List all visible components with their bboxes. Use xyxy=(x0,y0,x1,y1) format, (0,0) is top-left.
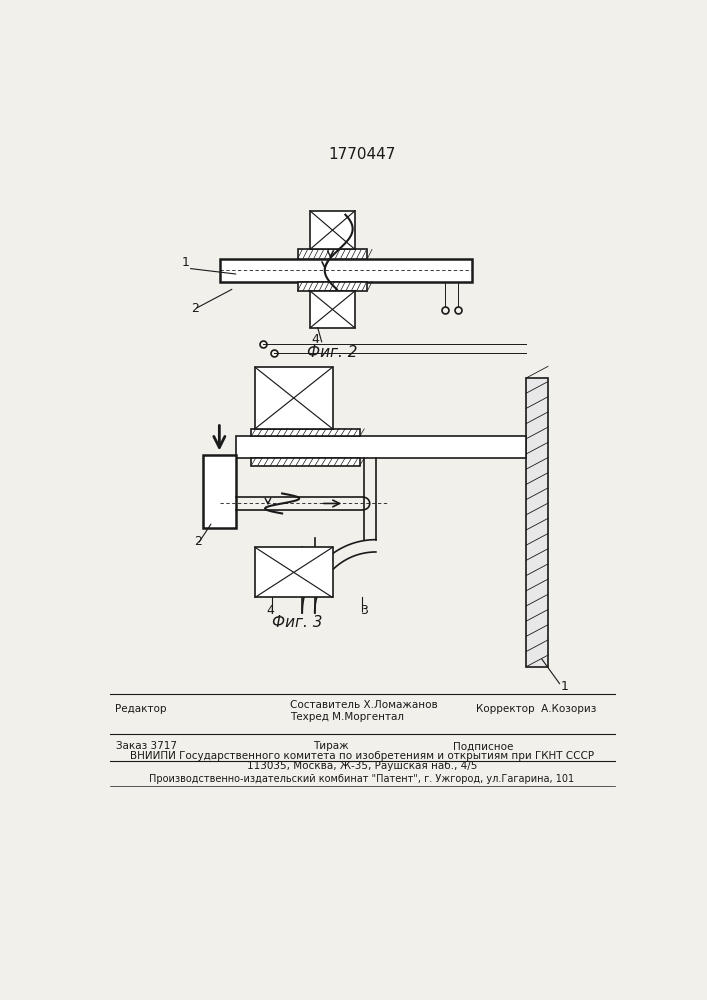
Text: ВНИИПИ Государственного комитета по изобретениям и открытиям при ГКНТ СССР: ВНИИПИ Государственного комитета по изоб… xyxy=(130,751,594,761)
Text: 3: 3 xyxy=(360,604,368,617)
Bar xyxy=(526,378,548,667)
Text: 2: 2 xyxy=(191,302,199,316)
Text: Фиг. 2: Фиг. 2 xyxy=(308,345,358,360)
Bar xyxy=(298,282,368,291)
Bar xyxy=(310,211,355,249)
Text: 113035, Москва, Ж-35, Раушская наб., 4/5: 113035, Москва, Ж-35, Раушская наб., 4/5 xyxy=(247,761,477,771)
Bar xyxy=(310,291,355,328)
Text: Фиг. 3: Фиг. 3 xyxy=(272,615,323,630)
Bar xyxy=(255,547,332,597)
Bar xyxy=(255,367,332,429)
Text: Редактор: Редактор xyxy=(115,704,167,714)
Text: 1770447: 1770447 xyxy=(328,147,396,162)
Text: 1: 1 xyxy=(561,680,569,693)
Text: 4: 4 xyxy=(312,333,320,346)
Bar xyxy=(298,249,368,259)
Bar xyxy=(251,429,360,436)
Text: Корректор  А.Козориз: Корректор А.Козориз xyxy=(476,704,596,714)
Text: 2: 2 xyxy=(194,535,201,548)
Bar xyxy=(251,458,360,466)
Text: Заказ 3717: Заказ 3717 xyxy=(115,741,177,751)
Bar xyxy=(203,455,235,528)
Bar xyxy=(220,259,472,282)
Text: 4: 4 xyxy=(267,604,274,617)
Text: Техред М.Моргентал: Техред М.Моргентал xyxy=(290,712,404,722)
Text: Тираж: Тираж xyxy=(313,741,349,751)
Text: Производственно-издательский комбинат "Патент", г. Ужгород, ул.Гагарина, 101: Производственно-издательский комбинат "П… xyxy=(149,774,575,784)
Text: Составитель Х.Ломажанов: Составитель Х.Ломажанов xyxy=(290,700,438,710)
Text: 1: 1 xyxy=(181,256,189,269)
Bar xyxy=(235,436,526,458)
Text: Подписное: Подписное xyxy=(452,741,513,751)
